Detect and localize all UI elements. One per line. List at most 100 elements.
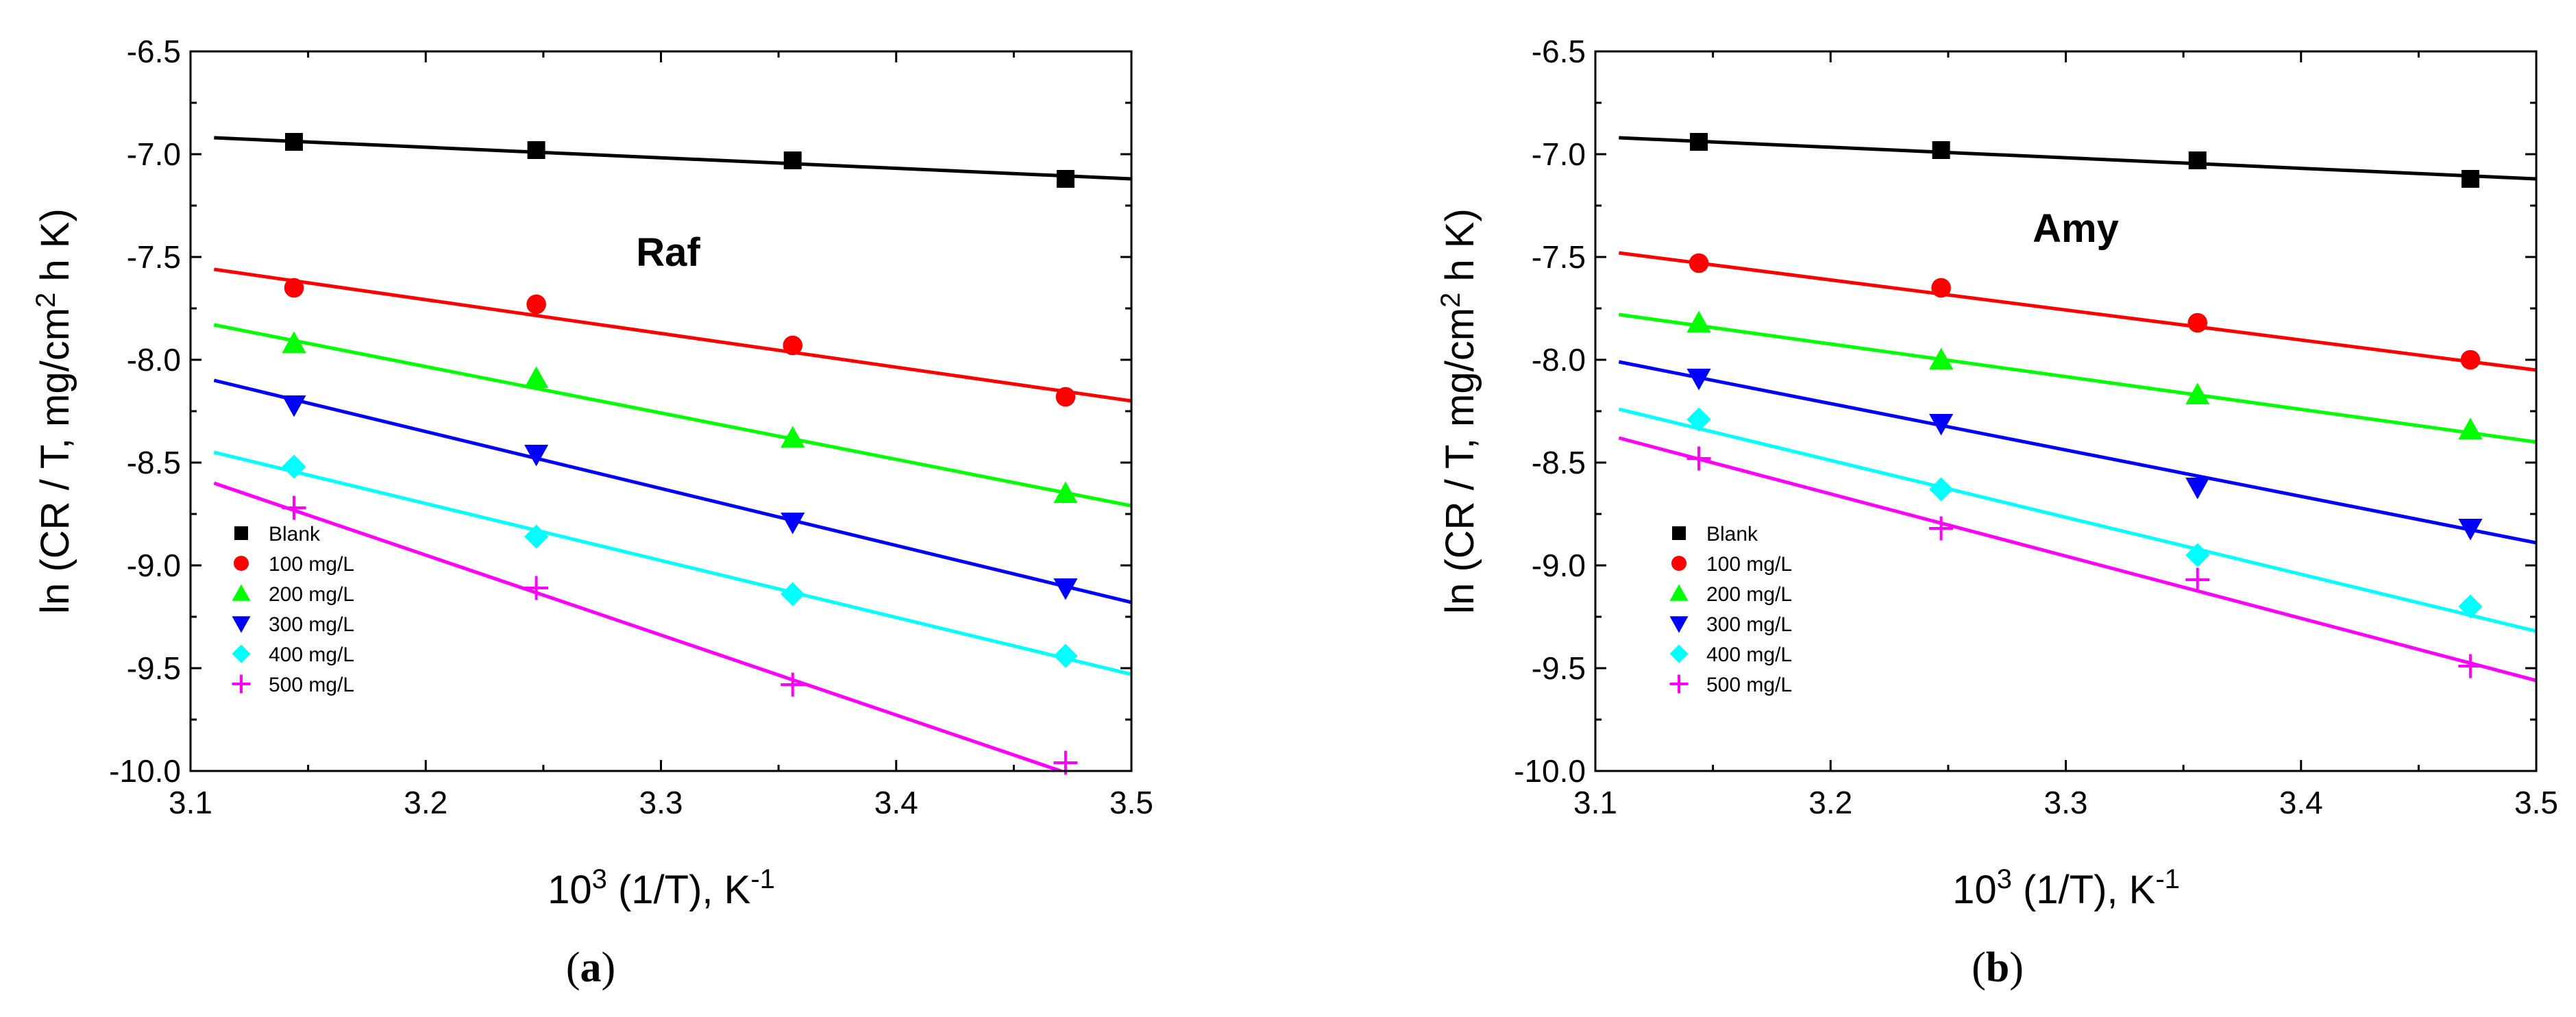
y-tick-label: -7.5 [1532, 239, 1586, 275]
legend-label: 300 mg/L [269, 613, 354, 636]
legend-label: 300 mg/L [1706, 613, 1792, 636]
data-point-200-mg-l [781, 426, 805, 448]
y-tick-label: -8.5 [127, 445, 181, 480]
legend-label: Blank [269, 523, 321, 546]
x-tick-label: 3.1 [169, 785, 212, 820]
panel-annotation: Amy [2033, 206, 2119, 251]
legend-label: 500 mg/L [1706, 674, 1792, 696]
x-tick-label: 3.5 [1109, 785, 1153, 820]
y-tick-label: -8.5 [1532, 445, 1586, 480]
y-tick-label: -9.0 [1532, 548, 1586, 583]
panel-caption: (a) [566, 944, 615, 991]
fit-line-400-mg-l [1618, 407, 2536, 633]
data-point-100-mg-l [284, 278, 304, 298]
fit-line-300-mg-l [1618, 360, 2536, 545]
panel-annotation: Raf [636, 230, 700, 275]
data-point-200-mg-l [2458, 417, 2483, 440]
legend-marker-300-mg-l [232, 616, 251, 633]
data-point-200-mg-l [1053, 481, 1078, 504]
fit-line-200-mg-l [1618, 313, 2536, 444]
data-point-400-mg-l [2458, 594, 2483, 619]
data-point-blank [1056, 170, 1075, 188]
data-point-300-mg-l [2185, 477, 2210, 500]
panel-caption: (b) [1972, 944, 2024, 991]
data-point-100-mg-l [1055, 387, 1076, 407]
data-point-blank [1690, 133, 1708, 151]
legend-label: Blank [1706, 523, 1758, 546]
data-point-blank [2188, 151, 2207, 169]
data-point-100-mg-l [526, 294, 546, 315]
data-point-500-mg-l [1686, 446, 1711, 471]
data-point-500-mg-l [524, 576, 549, 600]
data-point-500-mg-l [282, 495, 306, 520]
y-axis-title: ln (CR / T, mg/cm2 h K) [31, 208, 77, 614]
legend-marker-200-mg-l [1669, 584, 1689, 601]
y-tick-label: -9.5 [1532, 650, 1586, 686]
y-tick-label: -10.0 [1514, 753, 1586, 789]
data-point-blank [527, 141, 545, 159]
y-tick-label: -7.5 [127, 239, 181, 275]
fit-line-100-mg-l [213, 267, 1131, 403]
y-tick-label: -10.0 [109, 753, 181, 789]
data-point-500-mg-l [781, 672, 805, 697]
data-point-blank [783, 151, 802, 169]
data-point-blank [1932, 141, 1950, 159]
data-point-blank [285, 133, 304, 151]
legend-label: 400 mg/L [269, 644, 354, 666]
data-point-400-mg-l [282, 454, 306, 479]
data-point-200-mg-l [2185, 382, 2210, 405]
data-point-400-mg-l [781, 582, 805, 606]
fit-line-blank [214, 136, 1131, 181]
fit-line-400-mg-l [213, 450, 1131, 676]
fit-line-500-mg-l [1618, 436, 2536, 683]
y-tick-label: -6.5 [1532, 34, 1586, 69]
data-point-300-mg-l [781, 512, 805, 535]
legend: Blank 100 mg/L 200 mg/L 300 mg/L 400 mg/L 500… [1669, 523, 1792, 696]
data-point-500-mg-l [2185, 567, 2210, 592]
legend-marker-100-mg-l [234, 556, 249, 571]
y-axis-title: ln (CR / T, mg/cm2 h K) [1436, 208, 1482, 614]
legend-label: 200 mg/L [1706, 583, 1792, 606]
fit-line-500-mg-l [213, 481, 1062, 771]
x-tick-label: 3.4 [874, 785, 918, 820]
data-point-200-mg-l [1929, 347, 1954, 370]
data-point-400-mg-l [2185, 543, 2210, 567]
legend-label: 100 mg/L [1706, 553, 1792, 576]
fit-line-300-mg-l [213, 378, 1131, 604]
legend-marker-500-mg-l [1669, 674, 1689, 694]
legend-marker-500-mg-l [232, 674, 251, 694]
data-point-100-mg-l [1689, 253, 1709, 273]
fit-line-blank [1619, 136, 2536, 181]
data-point-200-mg-l [1686, 310, 1711, 333]
legend-label: 100 mg/L [269, 553, 354, 576]
y-tick-label: -8.0 [127, 342, 181, 378]
x-tick-label: 3.2 [404, 785, 447, 820]
legend-marker-400-mg-l [232, 644, 251, 663]
data-point-400-mg-l [1053, 644, 1078, 668]
x-tick-label: 3.5 [2514, 785, 2558, 820]
data-point-blank [2461, 170, 2479, 188]
chart-panel-raf: 3.1 3.2 3.3 3.4 3.5 -10.0 -9.5 -9.0 -8.5 -8.0 -7.5… [31, 34, 1153, 991]
data-point-100-mg-l [2460, 350, 2481, 370]
data-point-300-mg-l [2458, 518, 2483, 541]
legend-marker-400-mg-l [1669, 644, 1689, 663]
data-point-100-mg-l [1931, 278, 1951, 298]
y-tick-label: -8.0 [1532, 342, 1586, 378]
data-point-500-mg-l [1929, 516, 1954, 541]
y-tick-label: -7.0 [1532, 136, 1586, 172]
chart-panel-amy: 3.1 3.2 3.3 3.4 3.5 -10.0 -9.5 -9.0 -8.5 -8.0 -7.5… [1436, 34, 2558, 991]
legend-marker-200-mg-l [232, 584, 251, 601]
legend-marker-blank [1672, 526, 1686, 540]
y-tick-label: -7.0 [127, 136, 181, 172]
data-point-300-mg-l [1686, 368, 1711, 391]
data-point-100-mg-l [783, 335, 803, 356]
data-point-400-mg-l [1929, 477, 1954, 502]
legend-label: 500 mg/L [269, 674, 354, 696]
data-point-300-mg-l [1929, 413, 1954, 436]
data-point-100-mg-l [2187, 313, 2208, 333]
data-point-500-mg-l [2458, 654, 2483, 678]
data-point-200-mg-l [282, 331, 306, 354]
y-tick-label: -9.5 [127, 650, 181, 686]
legend-marker-100-mg-l [1671, 556, 1686, 571]
